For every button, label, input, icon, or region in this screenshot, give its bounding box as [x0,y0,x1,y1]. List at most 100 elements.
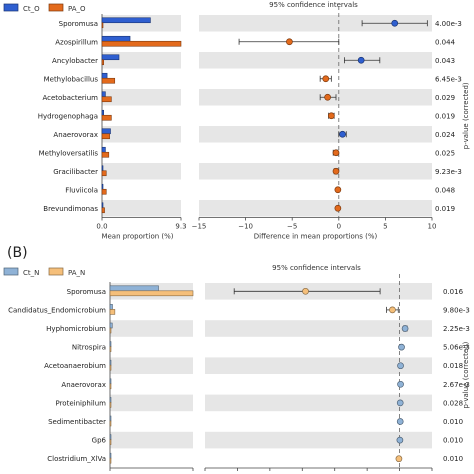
category-label: Sporomusa [59,20,98,28]
category-label: Acetoanaerobium [44,362,106,370]
difference-point [332,167,340,175]
p-value: 0.018 [443,362,463,370]
bar-ct-n [109,378,112,385]
difference-point [397,362,404,370]
row-stripe [205,431,432,449]
bar-pa-o [101,114,112,121]
bar-pa-n [109,420,112,427]
right-tick-label: −15 [192,223,207,231]
bar-ct-n [109,341,112,347]
difference-point [286,38,293,46]
bar-pa-n [109,402,112,408]
pvalue-axis-label: p-value (corrected) [462,82,470,149]
p-value: 4.00e-3 [435,20,462,28]
legend-swatch [3,267,19,276]
bar-ct-o [101,91,106,98]
bar-pa-n [109,383,112,390]
difference-point [324,93,331,101]
bar-ct-o [101,128,111,135]
panel-b: (B)Ct_NPA_N95% confidence intervals0.073… [3,245,470,474]
row-stripe [199,52,432,69]
bar-pa-o [101,96,112,103]
category-label: Hyphomicrobium [46,325,106,333]
bar-pa-o [101,40,182,47]
right-tick-label: 0 [337,223,341,231]
bar-ct-o [101,165,104,172]
legend-swatch [3,3,19,12]
right-tick-label: 5 [383,223,387,231]
ci-title: 95% confidence intervals [269,1,358,9]
category-label: Methylobacillus [44,75,99,83]
row-stripe [110,394,193,412]
category-label: Sporomusa [67,288,106,296]
p-value: 9.80e-3 [443,306,470,314]
category-label: Hydrogenophaga [38,112,98,120]
bar-ct-o [101,17,151,24]
bar-ct-n [109,304,113,310]
category-label: Nitrospira [72,344,106,352]
right-tick-label: 10 [428,223,437,231]
bar-ct-n [109,397,112,403]
p-value: 2.67e-3 [443,381,470,389]
row-stripe [102,126,181,143]
right-tick-label: −10 [238,223,253,231]
row-stripe [102,200,181,217]
legend-swatch [48,3,64,12]
bar-ct-n [109,434,112,440]
difference-point [396,436,404,444]
category-label: Anaerovorax [53,131,98,139]
p-value: 6.45e-3 [435,75,462,83]
category-label: Gracilibacter [53,168,98,176]
bar-pa-o [101,207,105,214]
difference-point [357,56,365,64]
left-tick-label: 9.3 [175,223,186,231]
row-stripe [199,200,432,217]
row-stripe [199,163,432,180]
row-stripe [102,163,181,180]
difference-point [395,455,403,463]
bar-pa-o [101,188,107,195]
row-stripe [205,320,432,337]
right-tick-label: −5 [287,223,297,231]
bar-ct-o [101,109,104,116]
right-axis-label: Difference in mean proportions (%) [254,233,378,241]
p-value: 0.029 [435,94,455,102]
p-value: 0.043 [435,57,455,65]
difference-point [334,204,342,212]
bar-pa-n [109,327,112,334]
category-label: Anaerovorax [61,381,106,389]
p-value: 2.25e-3 [443,325,470,333]
p-value: 0.024 [435,131,456,139]
category-label: Azospirillum [55,38,98,46]
p-value: 0.010 [443,437,463,445]
legend-label: Ct_O [23,5,40,13]
difference-point [391,19,399,27]
bar-pa-o [101,22,104,29]
p-value: 0.019 [435,205,455,213]
category-label: Methyloversatilis [39,149,99,157]
panel-a: Ct_O PA_O 95% confidence intervals 0.0 9.3 −1… [3,1,470,241]
bar-ct-o [101,35,131,42]
bar-pa-n [109,439,112,445]
panel-label: (B) [7,245,28,261]
bar-pa-o [101,59,104,66]
bar-ct-n [109,359,112,366]
category-label: Clostridium_XlVa [47,455,106,463]
category-label: Acetobacterium [42,94,98,102]
difference-point [396,399,404,407]
p-value: 0.016 [443,288,464,296]
difference-point [327,112,335,120]
legend-label: Ct_N [23,269,39,277]
bar-ct-o [101,54,120,61]
difference-point [334,186,342,194]
p-value: 0.025 [435,149,455,157]
ci-title: 95% confidence intervals [272,264,361,272]
bar-pa-o [101,133,110,140]
difference-point [401,325,409,332]
legend-label: PA_O [68,5,86,13]
bar-pa-n [109,364,112,371]
bar-pa-o [101,151,110,158]
legend-swatch [48,267,64,276]
left-axis-label: Mean proportion (%) [101,233,173,241]
bar-ct-n [109,415,112,422]
